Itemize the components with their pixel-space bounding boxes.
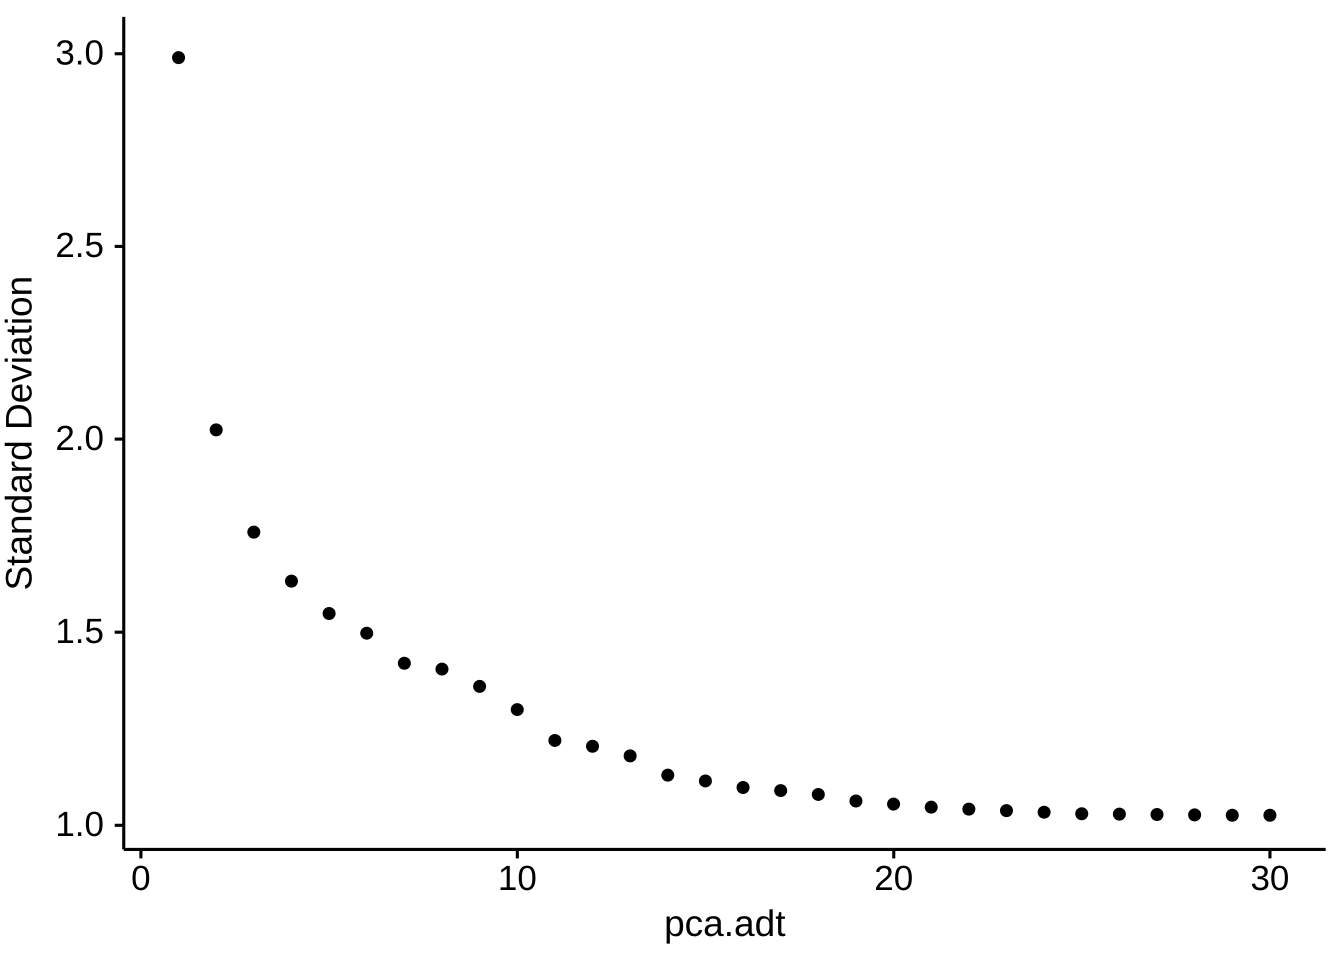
svg-text:2.0: 2.0	[55, 419, 104, 458]
svg-text:pca.adt: pca.adt	[664, 903, 786, 944]
svg-text:20: 20	[874, 859, 913, 898]
svg-text:Standard Deviation: Standard Deviation	[0, 276, 40, 591]
svg-text:1.5: 1.5	[55, 612, 104, 651]
svg-text:10: 10	[498, 859, 537, 898]
svg-text:2.5: 2.5	[55, 226, 104, 265]
svg-text:3.0: 3.0	[55, 34, 104, 73]
svg-text:0: 0	[131, 859, 150, 898]
svg-text:1.0: 1.0	[55, 805, 104, 844]
svg-text:30: 30	[1250, 859, 1289, 898]
